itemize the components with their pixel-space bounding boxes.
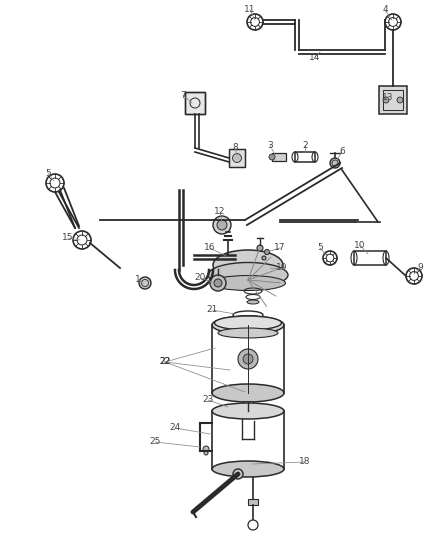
Text: 24: 24 xyxy=(170,424,180,432)
Bar xyxy=(272,153,286,161)
Bar xyxy=(229,149,245,167)
Text: 22: 22 xyxy=(159,358,171,367)
Circle shape xyxy=(330,158,340,168)
Circle shape xyxy=(269,154,275,160)
Circle shape xyxy=(210,275,226,291)
Circle shape xyxy=(257,245,263,251)
Text: 8: 8 xyxy=(232,143,238,152)
Text: 21: 21 xyxy=(206,305,218,314)
Circle shape xyxy=(204,451,208,455)
Ellipse shape xyxy=(211,276,286,290)
Bar xyxy=(295,152,315,162)
Bar xyxy=(185,92,205,114)
Text: 22: 22 xyxy=(159,358,171,367)
Bar xyxy=(243,401,253,409)
Circle shape xyxy=(217,220,227,230)
Text: 16: 16 xyxy=(204,244,216,253)
Ellipse shape xyxy=(213,250,283,280)
Text: 6: 6 xyxy=(339,148,345,157)
Text: 20: 20 xyxy=(194,273,206,282)
Circle shape xyxy=(238,349,258,369)
Circle shape xyxy=(139,277,151,289)
Ellipse shape xyxy=(218,328,278,338)
Ellipse shape xyxy=(212,384,284,402)
Circle shape xyxy=(243,354,253,364)
Text: 10: 10 xyxy=(354,240,366,249)
Text: 4: 4 xyxy=(382,5,388,14)
Text: 23: 23 xyxy=(202,395,214,405)
Bar xyxy=(248,499,258,505)
Circle shape xyxy=(233,469,243,479)
Circle shape xyxy=(383,97,389,103)
Ellipse shape xyxy=(212,461,284,477)
Text: 19: 19 xyxy=(276,263,288,272)
Text: 22: 22 xyxy=(159,358,171,367)
Text: 3: 3 xyxy=(267,141,273,149)
Circle shape xyxy=(203,446,209,452)
Ellipse shape xyxy=(212,316,284,334)
Bar xyxy=(383,90,403,110)
Text: 11: 11 xyxy=(244,5,256,14)
Circle shape xyxy=(213,216,231,234)
Bar xyxy=(185,92,205,114)
Ellipse shape xyxy=(208,262,288,287)
Circle shape xyxy=(214,279,222,287)
Text: 2: 2 xyxy=(302,141,308,149)
Ellipse shape xyxy=(237,316,259,320)
Bar xyxy=(354,251,386,265)
Bar xyxy=(379,86,407,114)
Text: 15: 15 xyxy=(62,233,74,243)
Text: 5: 5 xyxy=(317,244,323,253)
Ellipse shape xyxy=(212,403,284,419)
Bar xyxy=(229,149,245,167)
Text: 25: 25 xyxy=(149,438,161,447)
Circle shape xyxy=(233,154,241,163)
Text: 14: 14 xyxy=(309,52,321,61)
Text: 1: 1 xyxy=(135,276,141,285)
Circle shape xyxy=(265,249,269,254)
Ellipse shape xyxy=(247,300,259,304)
Text: 9: 9 xyxy=(417,263,423,272)
Circle shape xyxy=(262,256,266,260)
Circle shape xyxy=(397,97,403,103)
Text: 17: 17 xyxy=(274,244,286,253)
Ellipse shape xyxy=(215,316,282,330)
Text: 12: 12 xyxy=(214,207,226,216)
Text: 13: 13 xyxy=(382,93,394,101)
Text: 5: 5 xyxy=(45,168,51,177)
Text: 7: 7 xyxy=(180,91,186,100)
Text: 18: 18 xyxy=(299,457,311,466)
